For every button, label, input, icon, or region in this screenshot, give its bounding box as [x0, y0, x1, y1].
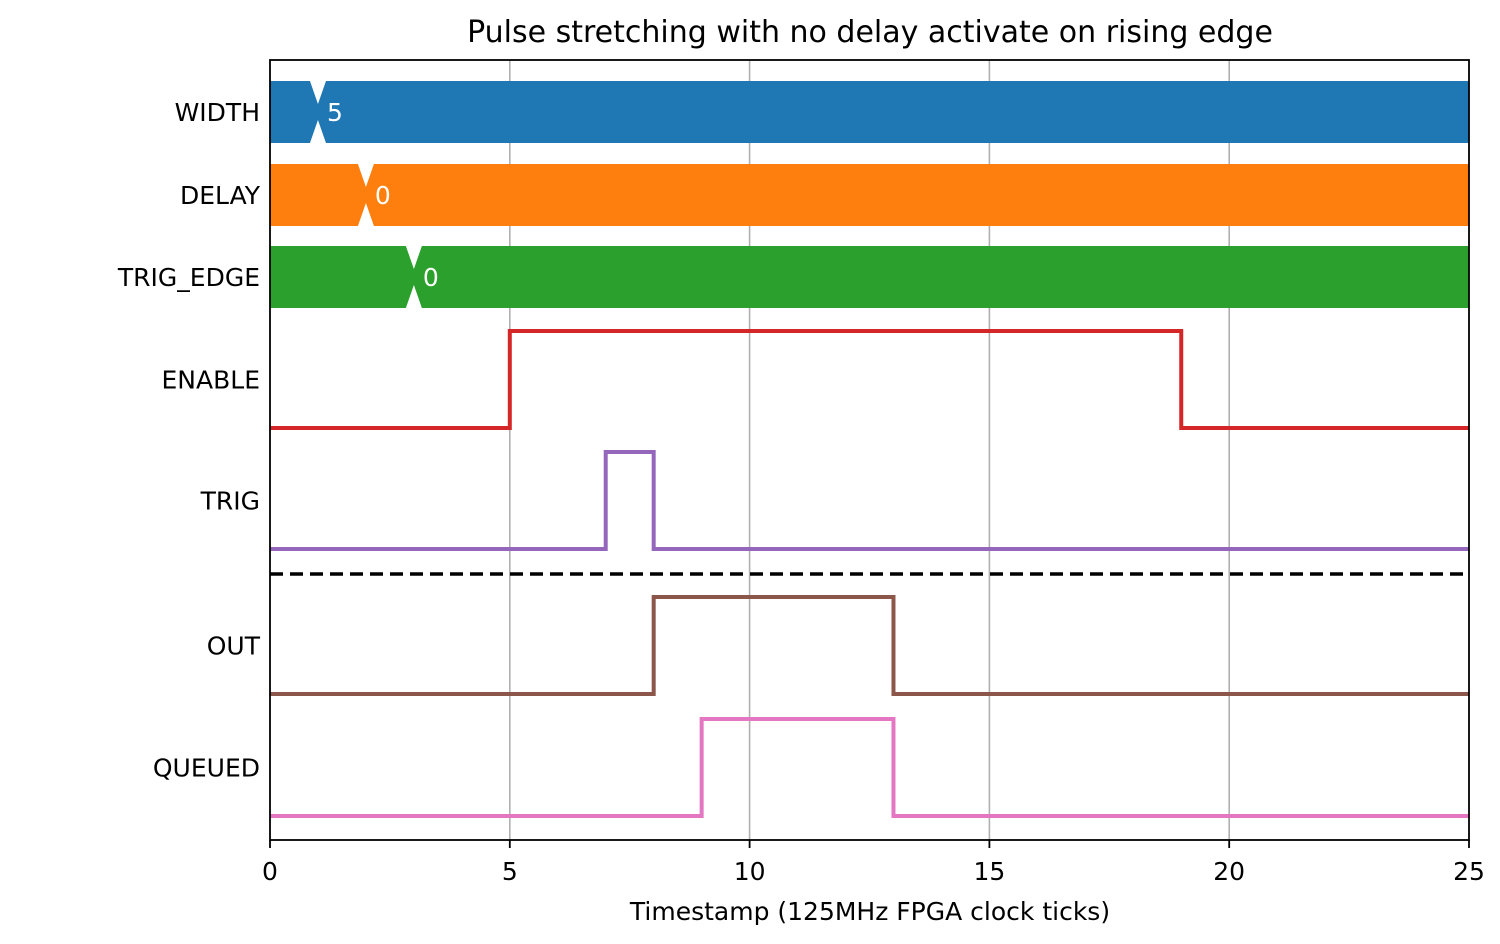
- signal-label-delay: DELAY: [180, 181, 261, 210]
- bus-value-trig-edge: 0: [423, 263, 439, 292]
- waveform-trig: [270, 450, 1469, 551]
- x-tick-label-15: 15: [973, 857, 1005, 886]
- signal-label-enable: ENABLE: [162, 366, 260, 395]
- x-axis-label: Timestamp (125MHz FPGA clock ticks): [629, 897, 1110, 926]
- bus-signals: 5 0 0: [270, 81, 1469, 308]
- bus-value-width: 5: [327, 98, 343, 127]
- x-axis: 0 5 10 15 20 25: [262, 59, 1485, 886]
- waveform-out: [270, 595, 1469, 696]
- x-tick-label-25: 25: [1453, 857, 1485, 886]
- bus-value-delay: 0: [375, 181, 391, 210]
- bus-delay: [270, 164, 1469, 226]
- signal-label-queued: QUEUED: [153, 754, 260, 783]
- chart-title: Pulse stretching with no delay activate …: [467, 15, 1273, 50]
- bus-trig-edge: [270, 246, 1469, 308]
- plot-frame: [269, 59, 1470, 841]
- x-tick-label-10: 10: [734, 857, 766, 886]
- x-tick-label-20: 20: [1213, 857, 1245, 886]
- signal-label-out: OUT: [207, 632, 261, 661]
- signal-label-trig-edge: TRIG_EDGE: [117, 263, 260, 292]
- x-tick-label-0: 0: [262, 857, 278, 886]
- x-tick-label-5: 5: [502, 857, 518, 886]
- digital-waveforms: [270, 329, 1469, 818]
- signal-label-width: WIDTH: [175, 98, 260, 127]
- waveform-queued: [270, 717, 1469, 818]
- signal-label-trig: TRIG: [200, 487, 260, 516]
- waveform-enable: [270, 329, 1469, 430]
- bus-width: [270, 81, 1469, 143]
- signal-labels: WIDTH DELAY TRIG_EDGE ENABLE TRIG OUT QUEUED: [117, 98, 261, 783]
